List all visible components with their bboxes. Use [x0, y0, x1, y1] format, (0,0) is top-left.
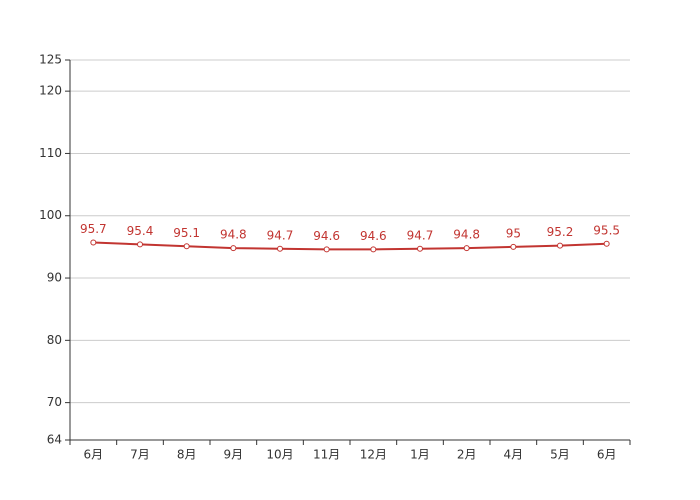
value-label: 94.7 — [407, 228, 434, 242]
value-label: 94.6 — [360, 229, 387, 243]
point — [137, 241, 143, 248]
value-label: 94.8 — [453, 228, 480, 242]
x-tick-label: 8月 — [177, 448, 197, 462]
x-tick-label: 12月 — [360, 448, 387, 462]
y-tick-label: 110 — [39, 146, 62, 160]
x-tick-label: 5月 — [550, 448, 570, 462]
value-label: 95 — [506, 226, 521, 240]
point — [370, 246, 377, 253]
value-label: 95.5 — [593, 223, 620, 237]
x-tick-label: 6月 — [597, 448, 617, 462]
y-tick-label: 100 — [39, 208, 62, 222]
x-tick-label: 1月 — [410, 448, 430, 462]
y-tick-label: 80 — [47, 333, 62, 347]
point — [603, 240, 610, 247]
value-label: 95.4 — [127, 224, 154, 238]
y-tick-label: 70 — [47, 395, 62, 409]
value-label: 94.6 — [313, 229, 340, 243]
x-tick-label: 9月 — [224, 448, 244, 462]
point — [417, 245, 423, 252]
y-tick-label: 64 — [47, 433, 62, 447]
value-label: 95.7 — [80, 222, 107, 236]
series-line — [93, 241, 607, 251]
value-label: 94.7 — [267, 228, 294, 242]
point — [463, 245, 470, 252]
point — [557, 242, 563, 249]
x-tick-label: 7月 — [130, 448, 150, 462]
value-label: 94.8 — [220, 228, 247, 242]
value-label: 95.1 — [173, 226, 200, 240]
point — [230, 245, 237, 252]
point — [90, 239, 97, 246]
value-label: 95.2 — [547, 225, 574, 239]
x-tick-label: 6月 — [84, 448, 104, 462]
point — [323, 246, 330, 253]
point — [277, 245, 283, 252]
y-tick-label: 125 — [39, 53, 62, 67]
x-tick-label: 2月 — [457, 448, 477, 462]
x-tick-label: 4月 — [504, 448, 524, 462]
point — [183, 243, 190, 250]
y-tick-label: 90 — [47, 271, 62, 285]
x-tick-label: 11月 — [313, 448, 340, 462]
point — [510, 243, 517, 250]
y-tick-label: 120 — [39, 84, 62, 98]
x-tick-label: 10月 — [266, 448, 293, 462]
